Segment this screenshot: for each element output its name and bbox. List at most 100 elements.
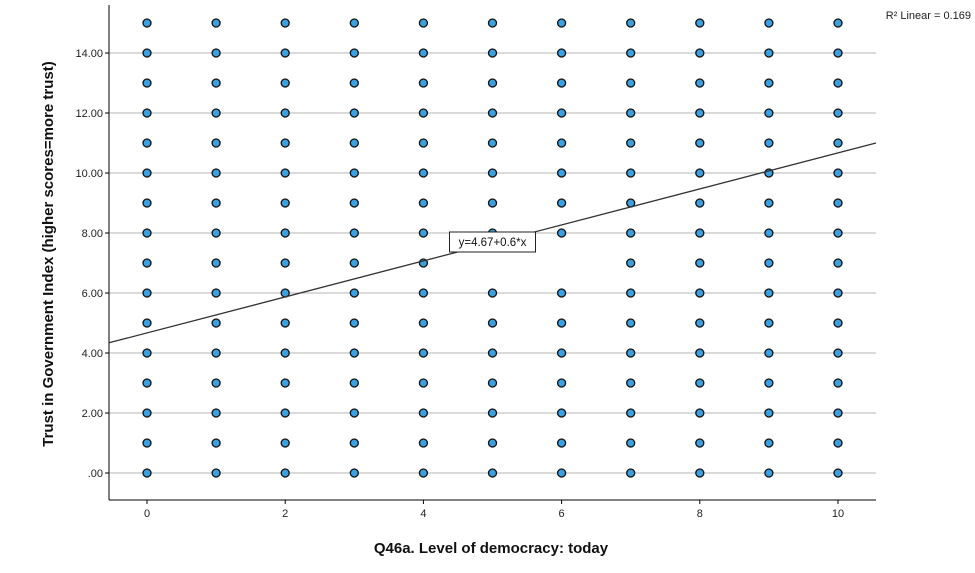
- data-point: [487, 18, 498, 28]
- data-point: [626, 348, 636, 358]
- data-point: [418, 18, 429, 28]
- data-point: [142, 228, 152, 238]
- data-point: [764, 318, 774, 328]
- data-point: [211, 108, 221, 118]
- data-point: [211, 318, 221, 328]
- data-point: [695, 258, 705, 268]
- y-tick-label: 10.00: [75, 168, 103, 180]
- data-point: [349, 78, 359, 88]
- data-point: [695, 438, 705, 448]
- data-point: [418, 138, 429, 148]
- data-point: [211, 138, 221, 148]
- data-point: [556, 48, 567, 58]
- data-point: [211, 378, 221, 388]
- data-point: [211, 18, 221, 28]
- data-point: [418, 168, 429, 178]
- data-point: [349, 168, 359, 178]
- data-point: [764, 78, 774, 88]
- data-point: [349, 348, 359, 358]
- data-point: [280, 348, 290, 358]
- data-point: [349, 288, 359, 298]
- data-point: [764, 108, 774, 118]
- y-tick-label: 14.00: [75, 48, 103, 60]
- data-point: [833, 348, 843, 358]
- data-point: [833, 408, 843, 418]
- data-point: [142, 108, 152, 118]
- y-tick-label: 4.00: [82, 348, 103, 360]
- data-point: [142, 468, 152, 478]
- data-point: [142, 378, 152, 388]
- y-axis-ticks: .00 2.00 4.00 6.00 8.00 10.00 12.00 14.00: [75, 48, 109, 480]
- equation-label-box: [449, 231, 536, 253]
- data-point: [764, 228, 774, 238]
- data-point: [280, 18, 290, 28]
- x-axis-title: Q46a. Level of democracy: today: [374, 540, 609, 557]
- data-point: [211, 228, 221, 238]
- data-point: [695, 48, 705, 58]
- data-point: [626, 168, 636, 178]
- x-tick-label: 6: [559, 508, 565, 520]
- data-point: [349, 468, 359, 478]
- data-point: [418, 228, 429, 238]
- data-point: [280, 318, 290, 328]
- y-axis-title: Trust in Government Index (higher scores…: [40, 61, 57, 447]
- data-point: [349, 408, 359, 418]
- data-point: [280, 408, 290, 418]
- data-point: [418, 438, 429, 448]
- data-point: [142, 258, 152, 268]
- data-point: [833, 468, 843, 478]
- data-point: [764, 348, 774, 358]
- data-point: [487, 408, 498, 418]
- data-point: [556, 228, 567, 238]
- data-point: [764, 138, 774, 148]
- data-point: [626, 318, 636, 328]
- data-point: [280, 198, 290, 208]
- data-point: [626, 138, 636, 148]
- x-tick-label: 0: [144, 508, 150, 520]
- data-point: [487, 168, 498, 178]
- data-point: [556, 18, 567, 28]
- data-point: [695, 78, 705, 88]
- data-point: [556, 348, 567, 358]
- data-point: [695, 468, 705, 478]
- data-point: [695, 288, 705, 298]
- x-tick-label: 2: [282, 508, 288, 520]
- data-point: [280, 438, 290, 448]
- data-point: [142, 138, 152, 148]
- data-point: [487, 288, 498, 298]
- data-point: [142, 408, 152, 418]
- data-point: [764, 438, 774, 448]
- data-point: [695, 408, 705, 418]
- data-point: [487, 108, 498, 118]
- data-point: [764, 468, 774, 478]
- data-point: [142, 18, 152, 28]
- data-point: [349, 318, 359, 328]
- data-point: [418, 378, 429, 388]
- data-point: [142, 288, 152, 298]
- data-point: [349, 228, 359, 238]
- data-point: [349, 438, 359, 448]
- data-point: [626, 408, 636, 418]
- x-tick-label: 4: [420, 508, 426, 520]
- data-point: [211, 48, 221, 58]
- y-tick-label: .00: [88, 468, 103, 480]
- data-point: [626, 48, 636, 58]
- data-point: [556, 378, 567, 388]
- data-point: [349, 18, 359, 28]
- data-point: [418, 408, 429, 418]
- y-tick-label: 6.00: [82, 288, 103, 300]
- data-point: [211, 78, 221, 88]
- data-point: [695, 348, 705, 358]
- y-tick-label: 2.00: [82, 408, 103, 420]
- data-point: [833, 48, 843, 58]
- data-point: [833, 258, 843, 268]
- data-point: [764, 408, 774, 418]
- data-point: [764, 288, 774, 298]
- data-point: [833, 378, 843, 388]
- data-point: [556, 318, 567, 328]
- data-point: [280, 258, 290, 268]
- data-point: [349, 378, 359, 388]
- data-point: [142, 78, 152, 88]
- data-point: [280, 138, 290, 148]
